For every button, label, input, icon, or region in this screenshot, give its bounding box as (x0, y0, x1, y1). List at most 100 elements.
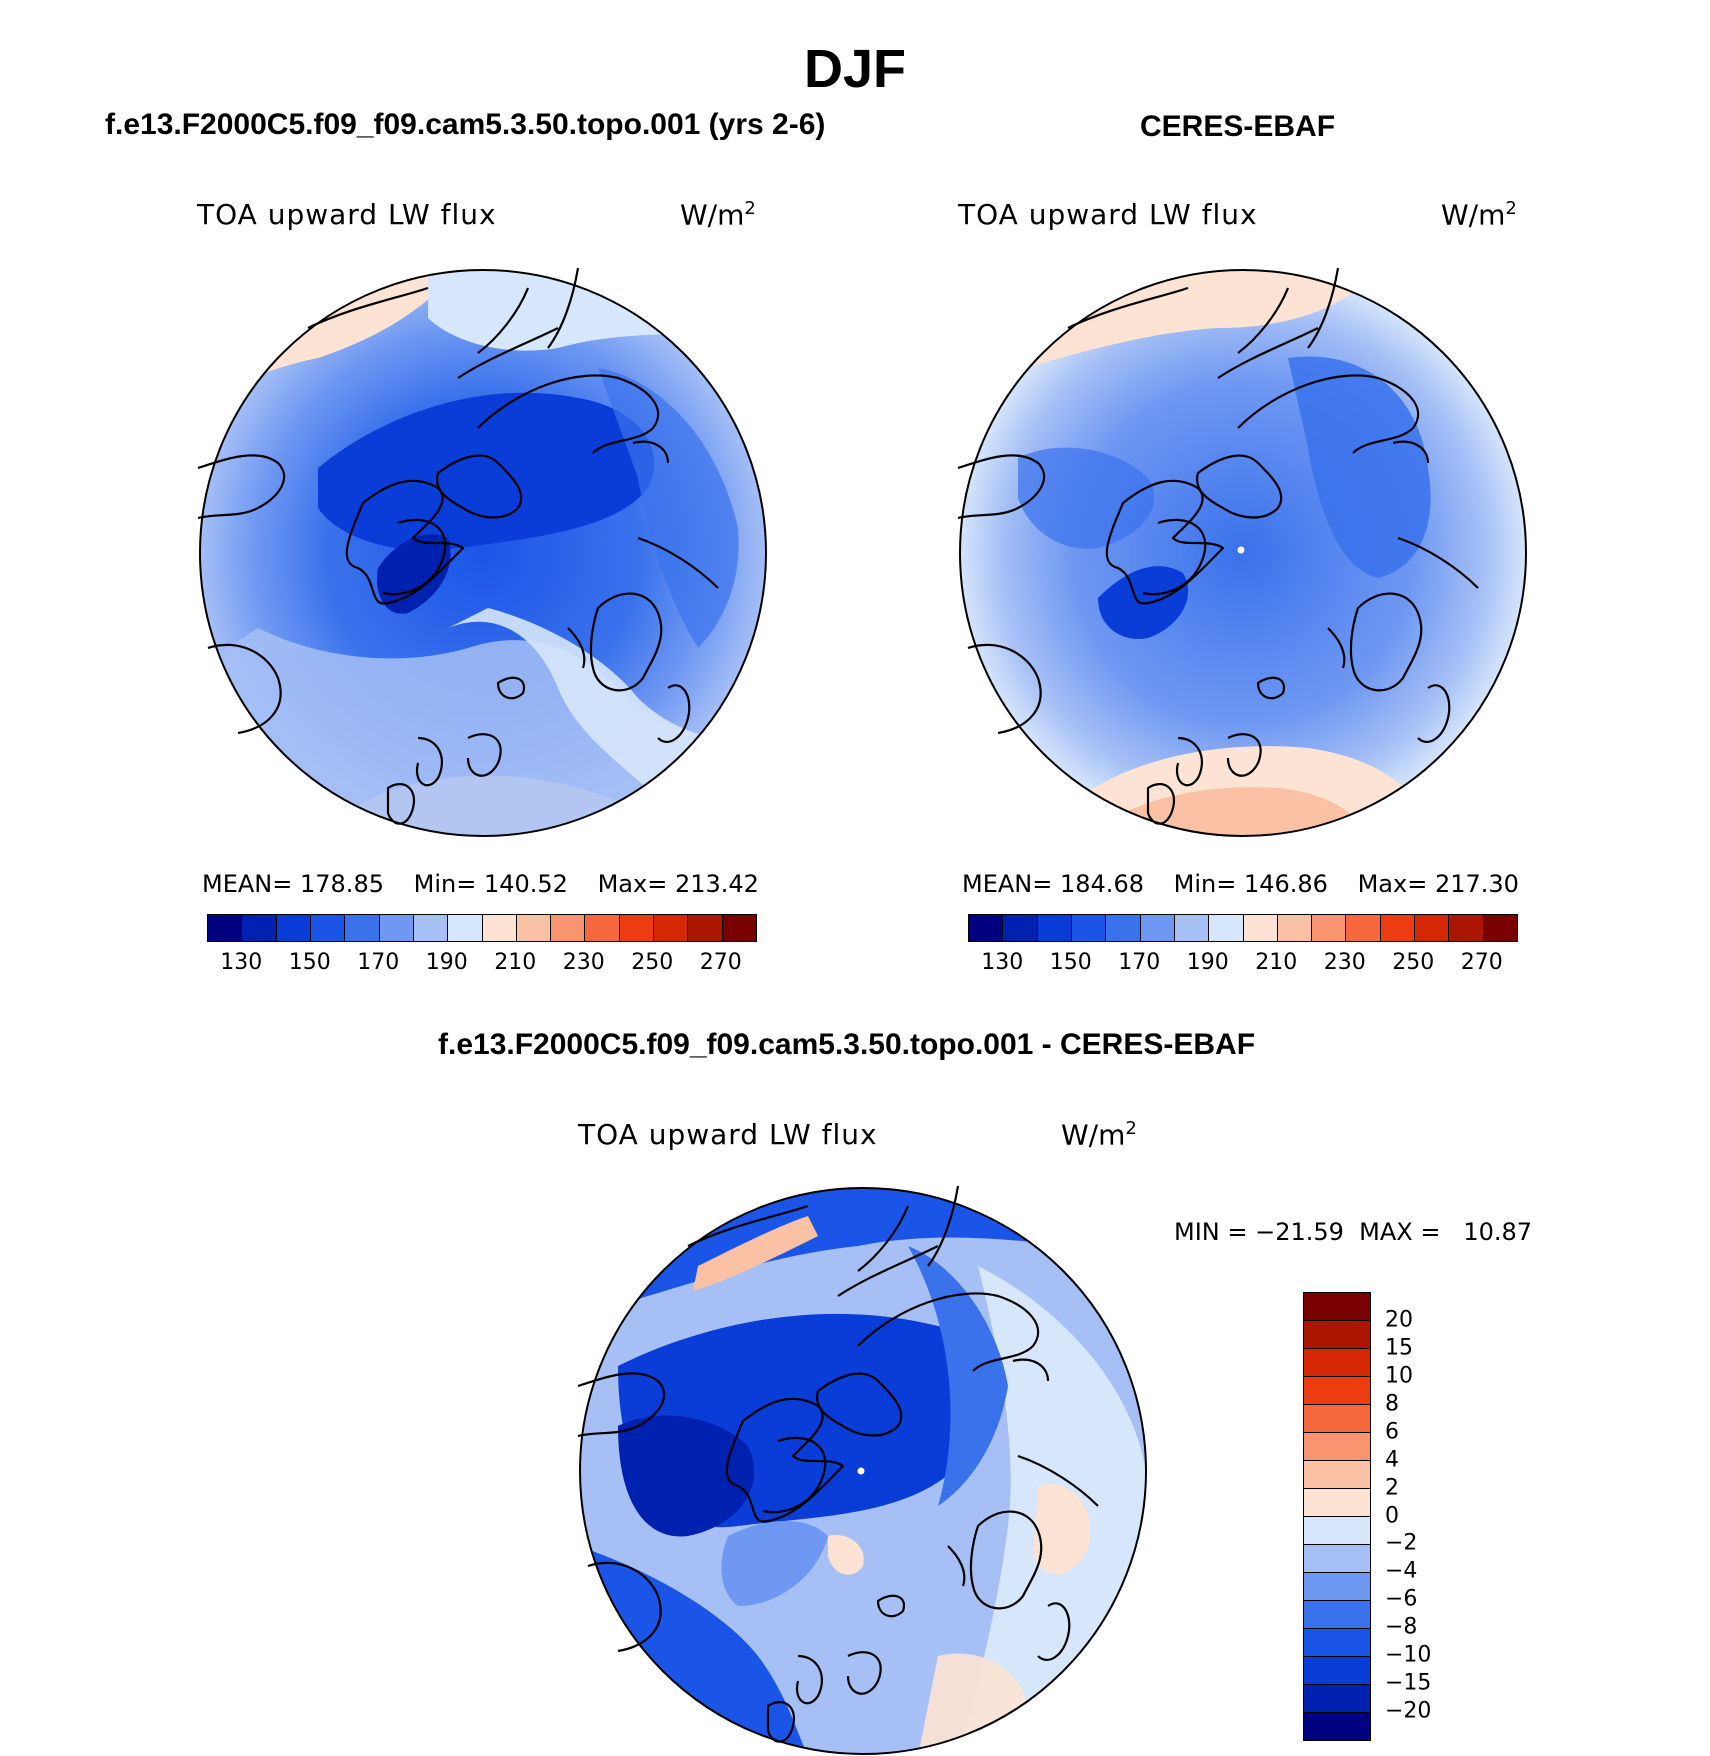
colorbar-tick-label: 230 (562, 950, 605, 975)
colorbar-swatch (276, 915, 311, 941)
colorbar-swatch (1415, 915, 1450, 941)
colorbar-swatch (1304, 1713, 1370, 1740)
panel-2-variable: TOA upward LW flux (958, 198, 1258, 231)
colorbar-swatch (242, 915, 277, 941)
colorbar-swatch (1304, 1461, 1370, 1489)
colorbar-swatch (482, 915, 517, 941)
colorbar-tick-label: 170 (1118, 950, 1161, 975)
panel-2-map-border (959, 269, 1527, 837)
colorbar-swatch (1304, 1321, 1370, 1349)
colorbar-tick-label: 230 (1323, 950, 1366, 975)
diff-panel-coastlines (577, 1185, 1099, 1743)
colorbar-level-label: −6 (1385, 1586, 1418, 1612)
diff-right-midblue (908, 1246, 1008, 1506)
panel-2-colorbar (968, 914, 1518, 942)
colorbar-swatch (1209, 915, 1244, 941)
panel-2-units: W/m2 (1441, 198, 1517, 232)
colorbar-swatch (1304, 1629, 1370, 1657)
panel-2-title: CERES-EBAF (1140, 110, 1336, 143)
panel-1-max-label: Max= (597, 870, 668, 898)
panel-1-light-top-band (428, 270, 766, 351)
panel-2-right-blue (1288, 356, 1431, 578)
colorbar-swatch (413, 915, 449, 941)
colorbar-tick-label: 270 (1460, 950, 1503, 975)
colorbar-level-label: 6 (1385, 1419, 1399, 1445)
diff-panel-colorbar (1303, 1292, 1371, 1741)
colorbar-tick-label: 150 (288, 950, 331, 975)
colorbar-swatch (1174, 915, 1210, 941)
colorbar-swatch (310, 915, 346, 941)
diff-panel-units: W/m2 (1061, 1118, 1137, 1152)
colorbar-swatch (1277, 915, 1313, 941)
colorbar-swatch (1140, 915, 1175, 941)
panel-1-mean-label: MEAN= (202, 870, 293, 898)
diff-warm-nordic (828, 1535, 864, 1575)
colorbar-swatch (448, 915, 483, 941)
colorbar-tick-label: 250 (631, 950, 674, 975)
colorbar-swatch (1304, 1601, 1370, 1629)
colorbar-level-label: 4 (1385, 1447, 1399, 1473)
panel-2-min-value: 146.86 (1243, 870, 1328, 898)
diff-right-warm-patch (1033, 1484, 1090, 1575)
colorbar-level-label: −2 (1385, 1530, 1418, 1556)
diff-panel-variable: TOA upward LW flux (578, 1118, 878, 1151)
colorbar-swatch (1071, 915, 1107, 941)
panel-1-colorbar-ticks: 130 150 170 190 210 230 250 270 (207, 950, 755, 980)
panel-1-map-border (199, 269, 767, 837)
panel-2-min-label: Min= (1173, 870, 1237, 898)
colorbar-swatch (379, 915, 414, 941)
panel-1-max-value: 213.42 (674, 870, 759, 898)
panel-1-units: W/m2 (680, 198, 756, 232)
colorbar-swatch (1380, 915, 1416, 941)
colorbar-swatch (1304, 1545, 1370, 1573)
panel-1-light-atlantic (200, 628, 766, 836)
colorbar-swatch (345, 915, 380, 941)
colorbar-swatch (1304, 1517, 1370, 1545)
panel-1-polar-map (197, 267, 767, 837)
panel-1-min-value: 140.52 (483, 870, 568, 898)
colorbar-level-label: 2 (1385, 1475, 1399, 1501)
panel-2-pole-dot (1237, 546, 1245, 554)
colorbar-swatch (1304, 1349, 1370, 1377)
panel-1-min-label: Min= (413, 870, 477, 898)
colorbar-swatch (969, 915, 1004, 941)
colorbar-swatch (585, 915, 620, 941)
panel-2-max-value: 217.30 (1434, 870, 1519, 898)
panel-1-stats: MEAN= 178.85 Min= 140.52 Max= 213.42 (202, 870, 759, 898)
diff-panel-colorbar-labels: 20 15 10 8 6 4 2 0 −2 −4 −6 −8 −10 −15 −20 (1385, 1292, 1465, 1739)
colorbar-swatch (1304, 1405, 1370, 1433)
panel-2-colorbar-ticks: 130 150 170 190 210 230 250 270 (968, 950, 1516, 980)
colorbar-swatch (619, 915, 655, 941)
panel-2-coastlines (957, 267, 1479, 825)
panel-2-mean-value: 184.68 (1060, 870, 1144, 898)
colorbar-level-label: −8 (1385, 1614, 1418, 1640)
colorbar-swatch (688, 915, 723, 941)
panel-1-variable: TOA upward LW flux (197, 198, 497, 231)
diff-panel-pole-dot (857, 1467, 865, 1475)
colorbar-swatch (1304, 1433, 1370, 1461)
panel-1-title: f.e13.F2000C5.f09_f09.cam5.3.50.topo.001… (105, 108, 826, 141)
colorbar-swatch (516, 915, 552, 941)
colorbar-tick-label: 130 (981, 950, 1024, 975)
colorbar-swatch (1304, 1293, 1370, 1321)
colorbar-swatch (1037, 915, 1072, 941)
colorbar-swatch (1304, 1573, 1370, 1601)
colorbar-tick-label: 250 (1392, 950, 1435, 975)
colorbar-tick-label: 210 (494, 950, 537, 975)
diff-panel-title: f.e13.F2000C5.f09_f09.cam5.3.50.topo.001… (438, 1028, 1256, 1061)
colorbar-swatch (208, 915, 243, 941)
figure-title: DJF (803, 39, 906, 99)
colorbar-swatch (551, 915, 586, 941)
colorbar-level-label: −10 (1385, 1642, 1432, 1668)
colorbar-level-label: 8 (1385, 1391, 1399, 1417)
panel-1-mean-value: 178.85 (300, 870, 384, 898)
colorbar-swatch (1449, 915, 1484, 941)
diff-greenland-streaks (721, 1521, 828, 1606)
colorbar-tick-label: 210 (1255, 950, 1298, 975)
colorbar-tick-label: 170 (357, 950, 400, 975)
colorbar-tick-label: 130 (220, 950, 263, 975)
colorbar-level-label: 20 (1385, 1307, 1413, 1333)
colorbar-swatch (1003, 915, 1038, 941)
colorbar-swatch (654, 915, 689, 941)
colorbar-tick-label: 150 (1049, 950, 1092, 975)
